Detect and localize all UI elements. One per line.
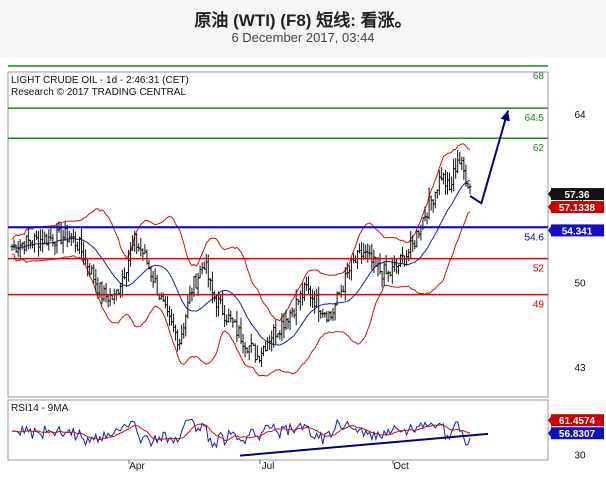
level-label-pivot: 54.6: [525, 232, 545, 243]
forecast-arrow-head: [500, 110, 510, 122]
price-tag-pivot-pointer: [548, 226, 551, 235]
rsi-tag-ma-box: [551, 414, 604, 427]
price-tag-ma-label: 57.1338: [559, 203, 596, 214]
rsi-caption: RSI14 - 9MA: [11, 403, 69, 414]
rsi-line: [11, 418, 471, 449]
price-tag-ma-pointer: [548, 203, 551, 212]
bollinger-upper-band: [11, 143, 471, 322]
x-axis-tick-label: Apr: [129, 461, 145, 472]
page-title: 原油 (WTI) (F8) 短线: 看涨。: [194, 11, 412, 30]
main-plot-frame: [7, 71, 549, 398]
price-tag-pivot-box: [551, 224, 604, 237]
rsi-tag-ma-label: 61.4574: [559, 416, 596, 427]
level-label-support: 49: [533, 300, 545, 311]
y-axis-tick-label: 43: [574, 363, 586, 374]
rsi-tag-pivot-box: [551, 427, 604, 440]
y-axis-tick-label: 50: [574, 279, 586, 290]
price-tag-pivot-label: 54.341: [562, 226, 593, 237]
price-tag-price-pointer: [548, 190, 551, 199]
level-label-resistance: 68: [533, 71, 545, 82]
rsi-tag-pivot-pointer: [548, 429, 551, 438]
price-tag-price-box: [551, 188, 604, 201]
header-bar: 原油 (WTI) (F8) 短线: 看涨。 6 December 2017, 0…: [0, 0, 606, 58]
y-axis-tick-label: 64: [574, 110, 586, 121]
rsi-trendline: [239, 432, 489, 457]
level-label-support: 52: [533, 264, 545, 275]
chart-caption-copyright: Research © 2017 TRADING CENTRAL: [11, 87, 186, 98]
x-axis-tick-label: Jul: [262, 461, 275, 472]
chart-caption-symbol: LIGHT CRUDE OIL - 1d - 2:46:31 (CET): [11, 75, 189, 86]
bollinger-lower-band: [11, 211, 471, 377]
forecast-arrow-line: [469, 110, 509, 205]
rsi-tag-ma-pointer: [548, 416, 551, 425]
moving-average-line: [11, 180, 471, 346]
x-axis-tick-label: Oct: [393, 461, 409, 472]
price-tag-ma-box: [551, 201, 604, 214]
rsi-ma-line: [11, 423, 471, 441]
publish-date: 6 December 2017, 03:44: [231, 30, 375, 45]
rsi-y-axis-tick-label: 30: [574, 451, 586, 462]
level-label-resistance: 62: [533, 143, 545, 154]
level-label-resistance: 64.5: [525, 113, 545, 124]
rsi-plot-frame: [7, 399, 549, 461]
price-tag-price-label: 57.36: [564, 190, 589, 201]
rsi-tag-pivot-label: 56.8307: [559, 429, 596, 440]
